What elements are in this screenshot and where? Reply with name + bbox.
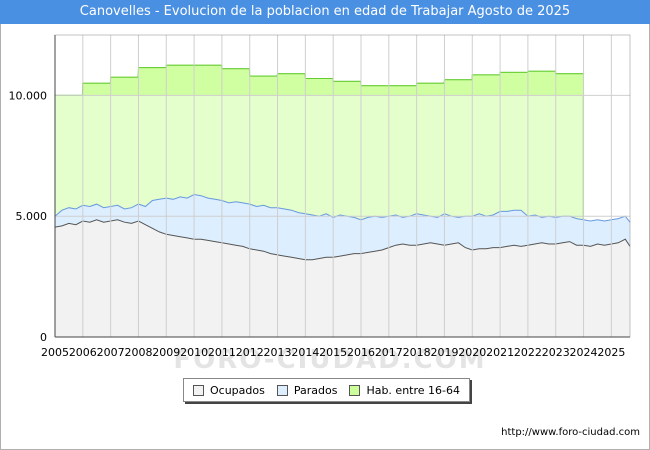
x-tick-label-2023: 2023 — [542, 346, 570, 359]
legend-swatch-ocupados — [192, 384, 204, 396]
x-tick-label-2011: 2011 — [208, 346, 236, 359]
chart-legend: Ocupados Parados Hab. entre 16-64 — [183, 378, 470, 402]
x-tick-label-2018: 2018 — [403, 346, 431, 359]
legend-swatch-habitantes — [349, 384, 361, 396]
series-line-ocupados — [54, 219, 631, 261]
y-tick-label-0: 0 — [40, 331, 47, 344]
watermark: FORO-CIUDAD.COM — [173, 345, 486, 375]
x-tick-label-2019: 2019 — [430, 346, 458, 359]
x-tick-label-2012: 2012 — [236, 346, 264, 359]
x-tick-label-2013: 2013 — [264, 346, 292, 359]
legend-item-habitantes: Hab. entre 16-64 — [349, 384, 460, 397]
x-tick-label-2025: 2025 — [597, 346, 625, 359]
x-tick-label-2015: 2015 — [319, 346, 347, 359]
series-line-habitantes-top — [55, 64, 584, 96]
legend-swatch-parados — [276, 384, 288, 396]
area-habitantes-upper — [55, 65, 584, 96]
y-tick-label-10000: 10.000 — [9, 89, 48, 102]
x-tick-label-2005: 2005 — [41, 346, 69, 359]
x-tick-label-2008: 2008 — [124, 346, 152, 359]
legend-label-parados: Parados — [293, 383, 338, 397]
x-tick-label-2014: 2014 — [291, 346, 319, 359]
x-tick-label-2024: 2024 — [570, 346, 598, 359]
x-tick-label-2007: 2007 — [97, 346, 125, 359]
plot-border — [54, 34, 631, 338]
series-line-parados — [54, 193, 631, 223]
x-tick-label-2010: 2010 — [180, 346, 208, 359]
legend-item-parados: Parados — [276, 383, 338, 397]
x-tick-label-2022: 2022 — [514, 346, 542, 359]
x-tick-label-2017: 2017 — [375, 346, 403, 359]
x-tick-label-2020: 2020 — [458, 346, 486, 359]
x-tick-label-2016: 2016 — [347, 346, 375, 359]
legend-label-ocupados: Ocupados — [209, 383, 265, 397]
y-tick-label-5000: 5.000 — [16, 210, 48, 223]
legend-label-habitantes: Hab. entre 16-64 — [366, 383, 460, 397]
chart-title: Canovelles - Evolucion de la poblacion e… — [0, 0, 650, 24]
x-tick-label-2021: 2021 — [486, 346, 514, 359]
source-url[interactable]: http://www.foro-ciudad.com — [501, 427, 640, 438]
x-tick-label-2006: 2006 — [69, 346, 97, 359]
legend-item-ocupados: Ocupados — [192, 383, 265, 397]
x-tick-label-2009: 2009 — [152, 346, 180, 359]
